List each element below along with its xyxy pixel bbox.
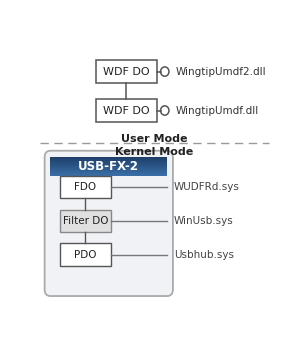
- Text: WingtipUmdf2.dll: WingtipUmdf2.dll: [176, 67, 267, 76]
- FancyBboxPatch shape: [96, 99, 157, 122]
- FancyBboxPatch shape: [60, 210, 111, 232]
- FancyBboxPatch shape: [60, 176, 111, 198]
- Bar: [52, 176, 166, 288]
- Text: WDF DO: WDF DO: [103, 67, 150, 76]
- FancyBboxPatch shape: [45, 151, 173, 296]
- Text: WDF DO: WDF DO: [103, 105, 150, 116]
- FancyBboxPatch shape: [96, 60, 157, 83]
- Text: USB-FX-2: USB-FX-2: [78, 160, 139, 173]
- Text: Kernel Mode: Kernel Mode: [115, 147, 193, 157]
- FancyBboxPatch shape: [60, 244, 111, 266]
- Text: WUDFRd.sys: WUDFRd.sys: [174, 182, 240, 192]
- Text: Filter DO: Filter DO: [63, 216, 108, 226]
- Text: WingtipUmdf.dll: WingtipUmdf.dll: [176, 105, 259, 116]
- Text: Usbhub.sys: Usbhub.sys: [174, 249, 234, 259]
- Text: PDO: PDO: [74, 249, 97, 259]
- Text: FDO: FDO: [74, 182, 97, 192]
- Text: WinUsb.sys: WinUsb.sys: [174, 216, 234, 226]
- Text: User Mode: User Mode: [121, 134, 188, 144]
